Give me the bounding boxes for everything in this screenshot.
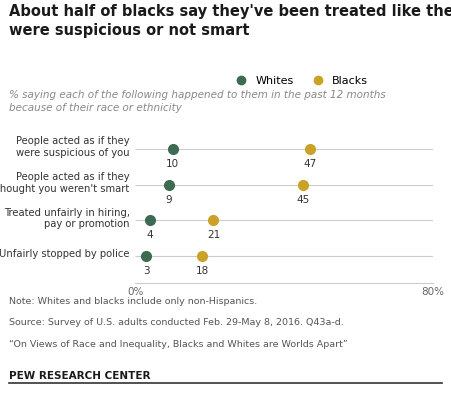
Text: People acted as if they
thought you weren't smart: People acted as if they thought you were… <box>0 172 130 194</box>
Text: % saying each of the following happened to them in the past 12 months
because of: % saying each of the following happened … <box>9 90 386 113</box>
Text: 4: 4 <box>147 230 153 241</box>
Text: PEW RESEARCH CENTER: PEW RESEARCH CENTER <box>9 371 151 381</box>
Text: 18: 18 <box>196 266 209 276</box>
Text: 45: 45 <box>296 195 309 205</box>
Text: Treated unfairly in hiring,
pay or promotion: Treated unfairly in hiring, pay or promo… <box>4 208 130 230</box>
Text: About half of blacks say they've been treated like they
were suspicious or not s: About half of blacks say they've been tr… <box>9 4 451 37</box>
Text: 47: 47 <box>304 159 317 169</box>
Text: “On Views of Race and Inequality, Blacks and Whites are Worlds Apart”: “On Views of Race and Inequality, Blacks… <box>9 340 348 349</box>
Text: Source: Survey of U.S. adults conducted Feb. 29-May 8, 2016. Q43a-d.: Source: Survey of U.S. adults conducted … <box>9 318 344 327</box>
Text: 9: 9 <box>166 195 172 205</box>
Text: Note: Whites and blacks include only non-Hispanics.: Note: Whites and blacks include only non… <box>9 297 257 306</box>
Text: 10: 10 <box>166 159 179 169</box>
Text: 21: 21 <box>207 230 220 241</box>
Text: Unfairly stopped by police: Unfairly stopped by police <box>0 250 130 259</box>
Legend: Whites, Blacks: Whites, Blacks <box>225 72 373 90</box>
Text: People acted as if they
were suspicious of you: People acted as if they were suspicious … <box>16 136 130 158</box>
Text: 3: 3 <box>143 266 150 276</box>
